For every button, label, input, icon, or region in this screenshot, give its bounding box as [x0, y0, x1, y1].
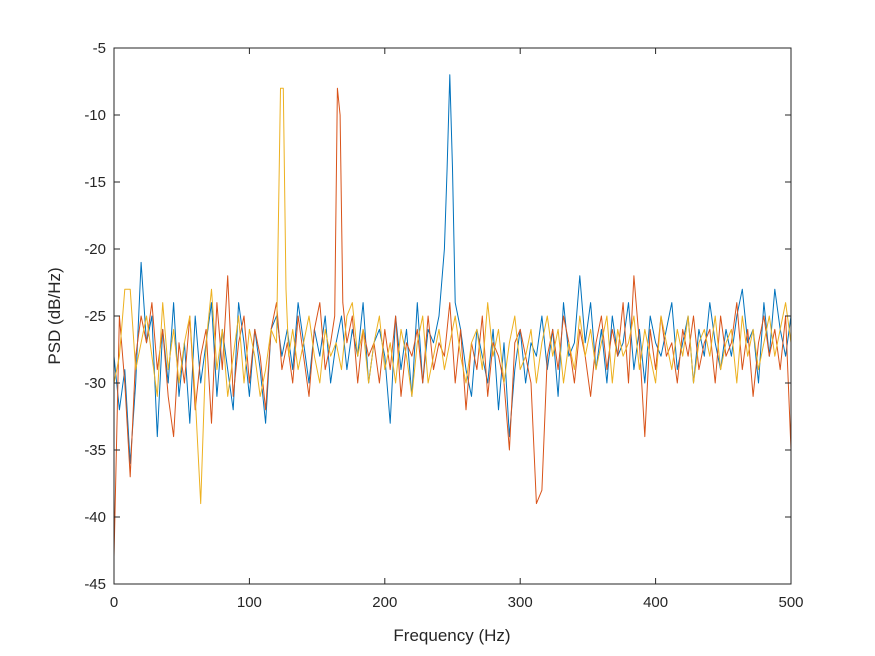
y-tick-label: -20 — [84, 241, 106, 258]
series-line-2 — [113, 87, 792, 558]
y-tick-label: -40 — [84, 509, 106, 526]
series-line-3 — [113, 87, 792, 505]
y-tick-label: -5 — [93, 40, 106, 57]
x-axis-label: Frequency (Hz) — [393, 626, 510, 645]
plot-background — [114, 48, 791, 584]
y-axis-label: PSD (dB/Hz) — [45, 267, 64, 364]
y-tick-label: -30 — [84, 375, 106, 392]
y-axis-ticks: -45 -40 -35 -30 -25 -20 -15 -10 -5 — [84, 40, 791, 593]
x-tick-label: 200 — [372, 594, 397, 611]
x-tick-label: 100 — [237, 594, 262, 611]
y-tick-label: -25 — [84, 308, 106, 325]
series-layer — [113, 74, 792, 558]
x-tick-label: 400 — [643, 594, 668, 611]
x-tick-label: 300 — [508, 594, 533, 611]
x-axis-ticks: 0 100 200 300 400 500 — [110, 48, 804, 611]
y-tick-label: -35 — [84, 442, 106, 459]
y-tick-label: -15 — [84, 174, 106, 191]
y-tick-label: -10 — [84, 107, 106, 124]
y-tick-label: -45 — [84, 576, 106, 593]
x-tick-label: 500 — [778, 594, 803, 611]
x-tick-label: 0 — [110, 594, 118, 611]
